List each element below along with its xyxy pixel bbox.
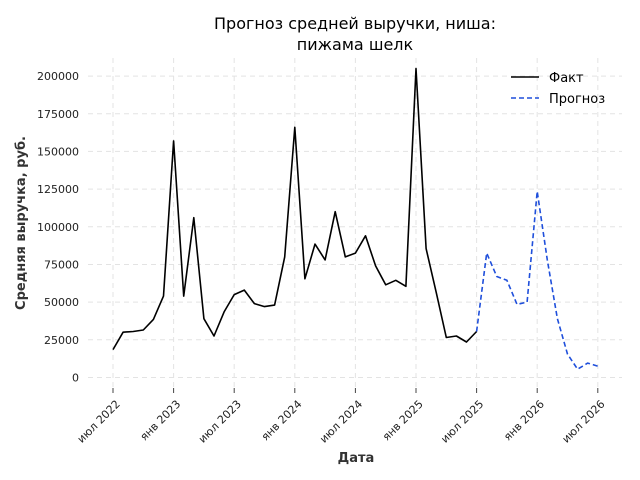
y-tick-label: 150000	[37, 145, 79, 158]
series-line-forecast	[475, 190, 599, 371]
x-tick-label: янв 2025	[380, 398, 426, 444]
y-tick-label: 100000	[37, 221, 79, 234]
y-tick-label: 175000	[37, 108, 79, 121]
title: Прогноз средней выручки, ниша: пижама ше…	[214, 14, 496, 54]
x-tick-label: янв 2024	[259, 398, 305, 444]
x-tick-label: янв 2026	[501, 398, 547, 444]
y-tick-label: 200000	[37, 70, 79, 83]
series-lines	[112, 67, 599, 371]
x-tick-label: июл 2024	[317, 398, 365, 446]
y-tick-label: 0	[72, 371, 79, 384]
y-axis-label: Средняя выручка, руб.	[14, 136, 29, 310]
chart-title-line-2: пижама шелк	[297, 35, 414, 54]
x-tick-label: июл 2022	[75, 398, 123, 446]
x-tick-label: июл 2025	[438, 398, 486, 446]
series-line-fact	[112, 67, 478, 351]
legend-label-fact: Факт	[549, 71, 584, 86]
y-tick-label: 75000	[44, 258, 79, 271]
x-tick-label: янв 2023	[138, 398, 184, 444]
x-axis: июл 2022 янв 2023 июл 2023 янв 2024 июл 2024…	[75, 388, 608, 446]
y-tick-label: 125000	[37, 183, 79, 196]
y-tick-label: 25000	[44, 334, 79, 347]
grid	[88, 58, 622, 388]
chart-title-line-1: Прогноз средней выручки, ниша:	[214, 14, 496, 33]
legend: Факт Прогноз	[511, 71, 605, 107]
x-tick-label: июл 2026	[560, 398, 608, 446]
legend-label-forecast: Прогноз	[549, 92, 605, 107]
y-axis: 0 25000 50000 75000 100000 125000 150000 175000…	[37, 70, 79, 384]
x-tick-label: июл 2023	[196, 398, 244, 446]
y-tick-label: 50000	[44, 296, 79, 309]
x-axis-label: Дата	[338, 451, 375, 466]
